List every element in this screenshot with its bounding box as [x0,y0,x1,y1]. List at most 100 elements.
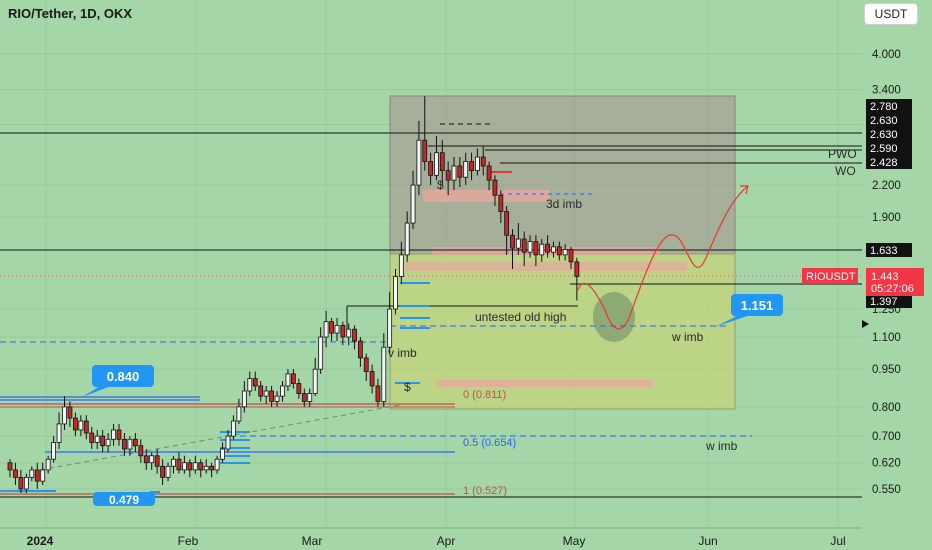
candles-layer [7,96,580,494]
candle [533,241,539,256]
price-axis[interactable]: 4.0003.4002.9002.2001.9001.2501.1000.950… [802,49,924,496]
candle [280,385,285,397]
y-tick-label: 1.100 [872,332,901,344]
candle [122,438,127,450]
candle [474,156,480,172]
candle [78,420,84,431]
candle [290,373,296,384]
callout-1151-tail [715,314,753,327]
candle [318,336,324,370]
candle [220,448,225,460]
candle [556,246,562,256]
price-level-tag-label: 1.397 [870,296,898,308]
candle [7,462,13,471]
candle [416,139,422,186]
candle [387,308,393,348]
time-axis[interactable]: 2024 Feb Mar Apr May Jun Jul [27,534,846,548]
currency-button[interactable]: USDT [864,3,918,25]
candle [165,465,171,478]
annotation-wo: WO [835,164,856,178]
candle [258,385,264,397]
callout-1151-box [731,294,783,316]
last-price-tag [866,268,924,296]
candle [410,184,416,224]
candle [143,455,149,464]
x-tick-label: Mar [302,534,323,548]
x-tick-label: May [563,534,586,548]
price-level-tag-label: 2.590 [870,143,898,155]
x-tick-label: Jul [830,534,845,548]
callout-0479-label: 0.479 [109,493,139,507]
candle [334,324,340,334]
symbol-price-tag-label: RIOUSDT [806,271,856,283]
candle [154,455,160,467]
last-price-label: 1.443 [871,271,899,283]
annotation-w-imb-1: w imb [671,330,704,344]
candle [105,438,111,447]
candle [451,165,457,181]
candle [510,234,515,249]
candle [323,321,329,338]
imbalance-zone-3d [423,190,550,202]
candle [480,156,486,167]
callout-0840-tail [82,385,114,397]
candle [393,276,398,310]
candle [94,435,100,443]
candle [307,393,313,402]
price-level-tag [866,113,912,127]
y-tick-label: 0.950 [872,364,901,376]
x-tick-label: Apr [437,534,456,548]
candle [269,390,275,402]
annotation-dollar-1: $ [437,178,444,192]
candle [340,324,346,338]
imbalance-zone-low [437,380,653,387]
price-level-tag [866,155,912,169]
candle [192,462,198,471]
candle [116,429,122,440]
candle [428,161,434,176]
annotation-dollar-2: $ [404,380,411,394]
candle [111,429,116,440]
candle [274,395,280,402]
symbol-title: RIO/Tether, 1D, OKX [8,6,133,21]
price-level-tag-label: 2.780 [870,101,898,113]
candle [176,458,182,471]
fib-label-1: 1 (0.527) [463,485,507,497]
price-level-tag [866,141,912,155]
candle [89,432,95,443]
annotation-w-imb-2: w imb [705,439,738,453]
candle [375,385,381,402]
x-tick-label: Feb [178,534,199,548]
candle [312,368,318,394]
candle [545,243,550,253]
candle [369,371,375,387]
last-price-countdown: 05:27:06 [871,283,914,295]
candle [562,249,568,256]
candle [515,238,521,249]
fib-label-05: 0.5 (0.654) [463,437,516,449]
candle [203,465,209,471]
candle [439,152,445,172]
candle [346,328,352,338]
price-level-tag-label: 1.633 [870,245,898,257]
candle [23,476,29,490]
candle [504,211,510,236]
candle [214,458,220,471]
candle [285,373,291,387]
candle [40,469,46,482]
candle [241,390,247,408]
price-level-tag [866,243,912,257]
candle [13,469,18,478]
candle [357,340,363,359]
candle [252,378,258,387]
candle [422,139,428,162]
candle [73,417,78,431]
candle [498,194,504,212]
callout-0479-box [93,492,155,506]
annotation-3d-imb: 3d imb [546,197,582,211]
candle [363,357,369,372]
callout-0840-label: 0.840 [107,369,140,384]
fib-label-0: 0 (0.811) [463,389,506,401]
y-tick-label: 3.400 [872,85,901,97]
